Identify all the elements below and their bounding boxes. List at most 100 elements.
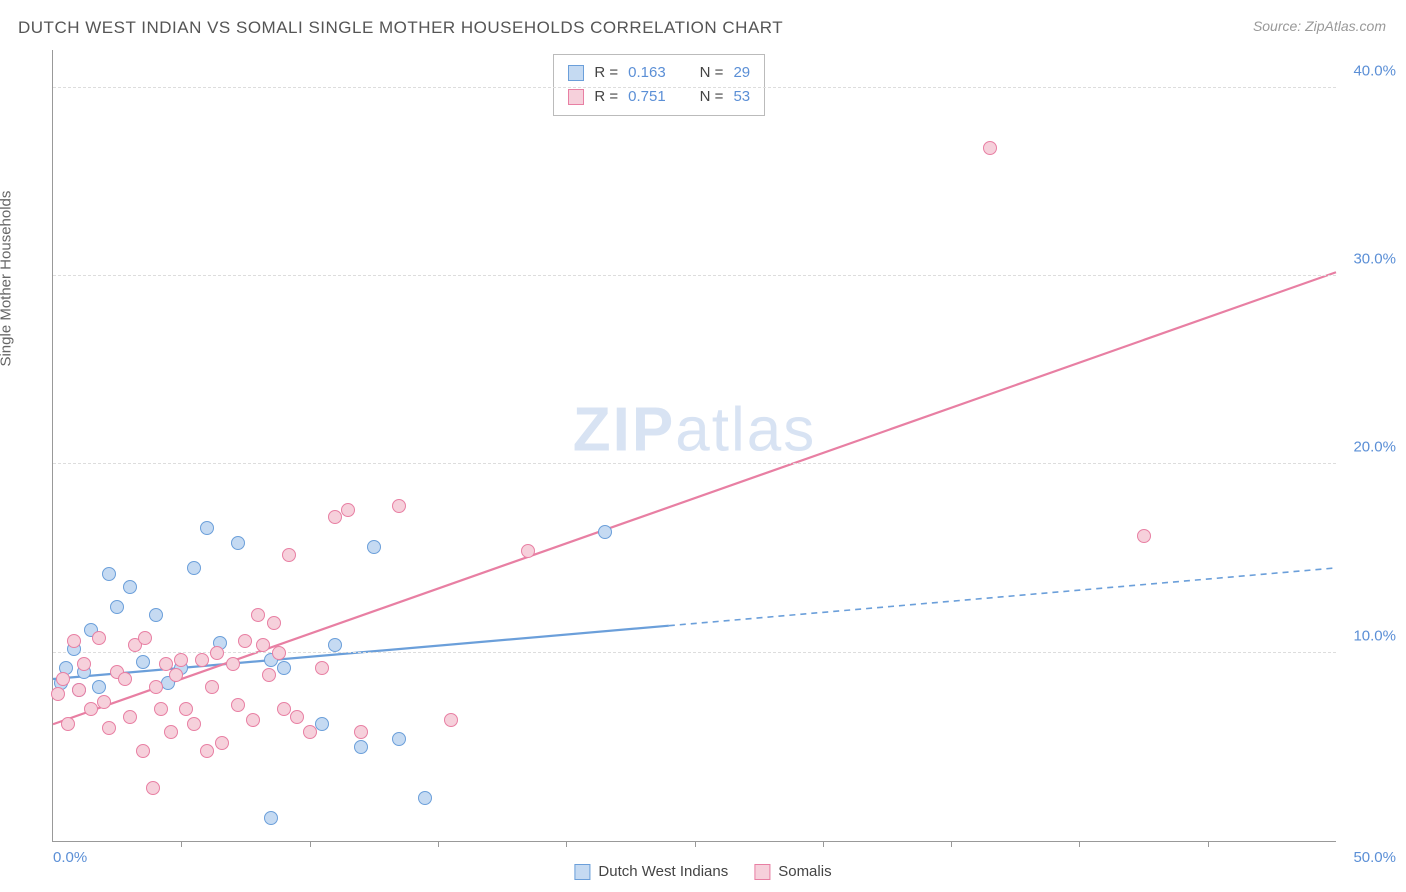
scatter-point — [226, 657, 240, 671]
legend-row: R = 0.751 N = 53 — [568, 85, 750, 109]
scatter-point — [354, 740, 368, 754]
scatter-point — [521, 544, 535, 558]
x-minor-tick — [566, 841, 567, 847]
x-tick-0: 0.0% — [53, 849, 87, 866]
scatter-point — [341, 503, 355, 517]
scatter-point — [215, 736, 229, 750]
scatter-point — [136, 744, 150, 758]
scatter-point — [146, 781, 160, 795]
gridline — [53, 87, 1336, 88]
legend-r-label: R = — [594, 85, 618, 109]
scatter-point — [282, 548, 296, 562]
scatter-point — [256, 638, 270, 652]
legend-swatch — [568, 89, 584, 105]
scatter-point — [290, 710, 304, 724]
scatter-point — [598, 525, 612, 539]
scatter-point — [84, 702, 98, 716]
scatter-point — [97, 695, 111, 709]
scatter-point — [1137, 529, 1151, 543]
legend-swatch — [574, 864, 590, 880]
scatter-point — [92, 631, 106, 645]
x-minor-tick — [181, 841, 182, 847]
scatter-point — [136, 655, 150, 669]
scatter-point — [392, 732, 406, 746]
scatter-point — [123, 580, 137, 594]
x-minor-tick — [1079, 841, 1080, 847]
scatter-point — [267, 616, 281, 630]
watermark: ZIPatlas — [573, 394, 816, 465]
x-minor-tick — [1208, 841, 1209, 847]
legend-n-label: N = — [700, 61, 724, 85]
legend-series: Dutch West Indians Somalis — [574, 863, 831, 880]
scatter-point — [210, 646, 224, 660]
legend-series-label: Dutch West Indians — [598, 863, 728, 880]
scatter-point — [205, 680, 219, 694]
x-minor-tick — [695, 841, 696, 847]
scatter-point — [392, 499, 406, 513]
x-minor-tick — [823, 841, 824, 847]
scatter-point — [169, 668, 183, 682]
scatter-point — [110, 600, 124, 614]
legend-swatch — [754, 864, 770, 880]
scatter-point — [231, 536, 245, 550]
legend-n-value: 53 — [733, 85, 750, 109]
chart-title: DUTCH WEST INDIAN VS SOMALI SINGLE MOTHE… — [18, 18, 783, 38]
scatter-point — [102, 567, 116, 581]
scatter-point — [315, 661, 329, 675]
watermark-bold: ZIP — [573, 395, 675, 464]
legend-swatch — [568, 65, 584, 81]
legend-n-label: N = — [700, 85, 724, 109]
scatter-point — [179, 702, 193, 716]
scatter-point — [67, 634, 81, 648]
legend-correlation: R = 0.163N = 29R = 0.751 N = 53 — [553, 54, 765, 116]
scatter-point — [277, 661, 291, 675]
scatter-point — [61, 717, 75, 731]
gridline — [53, 652, 1336, 653]
gridline — [53, 463, 1336, 464]
y-tick-label: 20.0% — [1353, 439, 1396, 456]
legend-r-label: R = — [594, 61, 618, 85]
scatter-point — [328, 510, 342, 524]
scatter-point — [51, 687, 65, 701]
scatter-point — [164, 725, 178, 739]
scatter-point — [246, 713, 260, 727]
source-label: Source: ZipAtlas.com — [1253, 18, 1386, 34]
scatter-point — [195, 653, 209, 667]
x-minor-tick — [310, 841, 311, 847]
scatter-point — [354, 725, 368, 739]
scatter-point — [238, 634, 252, 648]
scatter-point — [200, 521, 214, 535]
scatter-point — [328, 638, 342, 652]
scatter-point — [72, 683, 86, 697]
scatter-point — [418, 791, 432, 805]
scatter-point — [123, 710, 137, 724]
legend-series-item: Dutch West Indians — [574, 863, 728, 880]
scatter-point — [231, 698, 245, 712]
scatter-point — [262, 668, 276, 682]
scatter-point — [102, 721, 116, 735]
scatter-point — [272, 646, 286, 660]
scatter-point — [983, 141, 997, 155]
legend-series-label: Somalis — [778, 863, 831, 880]
scatter-point — [187, 561, 201, 575]
x-minor-tick — [438, 841, 439, 847]
scatter-point — [187, 717, 201, 731]
scatter-point — [277, 702, 291, 716]
scatter-point — [92, 680, 106, 694]
scatter-point — [149, 680, 163, 694]
legend-row: R = 0.163N = 29 — [568, 61, 750, 85]
y-axis-label: Single Mother Households — [0, 191, 15, 367]
scatter-point — [138, 631, 152, 645]
scatter-point — [200, 744, 214, 758]
watermark-light: atlas — [675, 395, 816, 464]
scatter-point — [174, 653, 188, 667]
scatter-point — [444, 713, 458, 727]
gridline — [53, 275, 1336, 276]
scatter-point — [367, 540, 381, 554]
legend-r-value: 0.751 — [628, 85, 666, 109]
y-tick-label: 30.0% — [1353, 251, 1396, 268]
scatter-point — [77, 657, 91, 671]
y-tick-label: 10.0% — [1353, 627, 1396, 644]
plot-area: ZIPatlas 0.0% 50.0% R = 0.163N = 29R = 0… — [52, 50, 1336, 842]
scatter-point — [154, 702, 168, 716]
